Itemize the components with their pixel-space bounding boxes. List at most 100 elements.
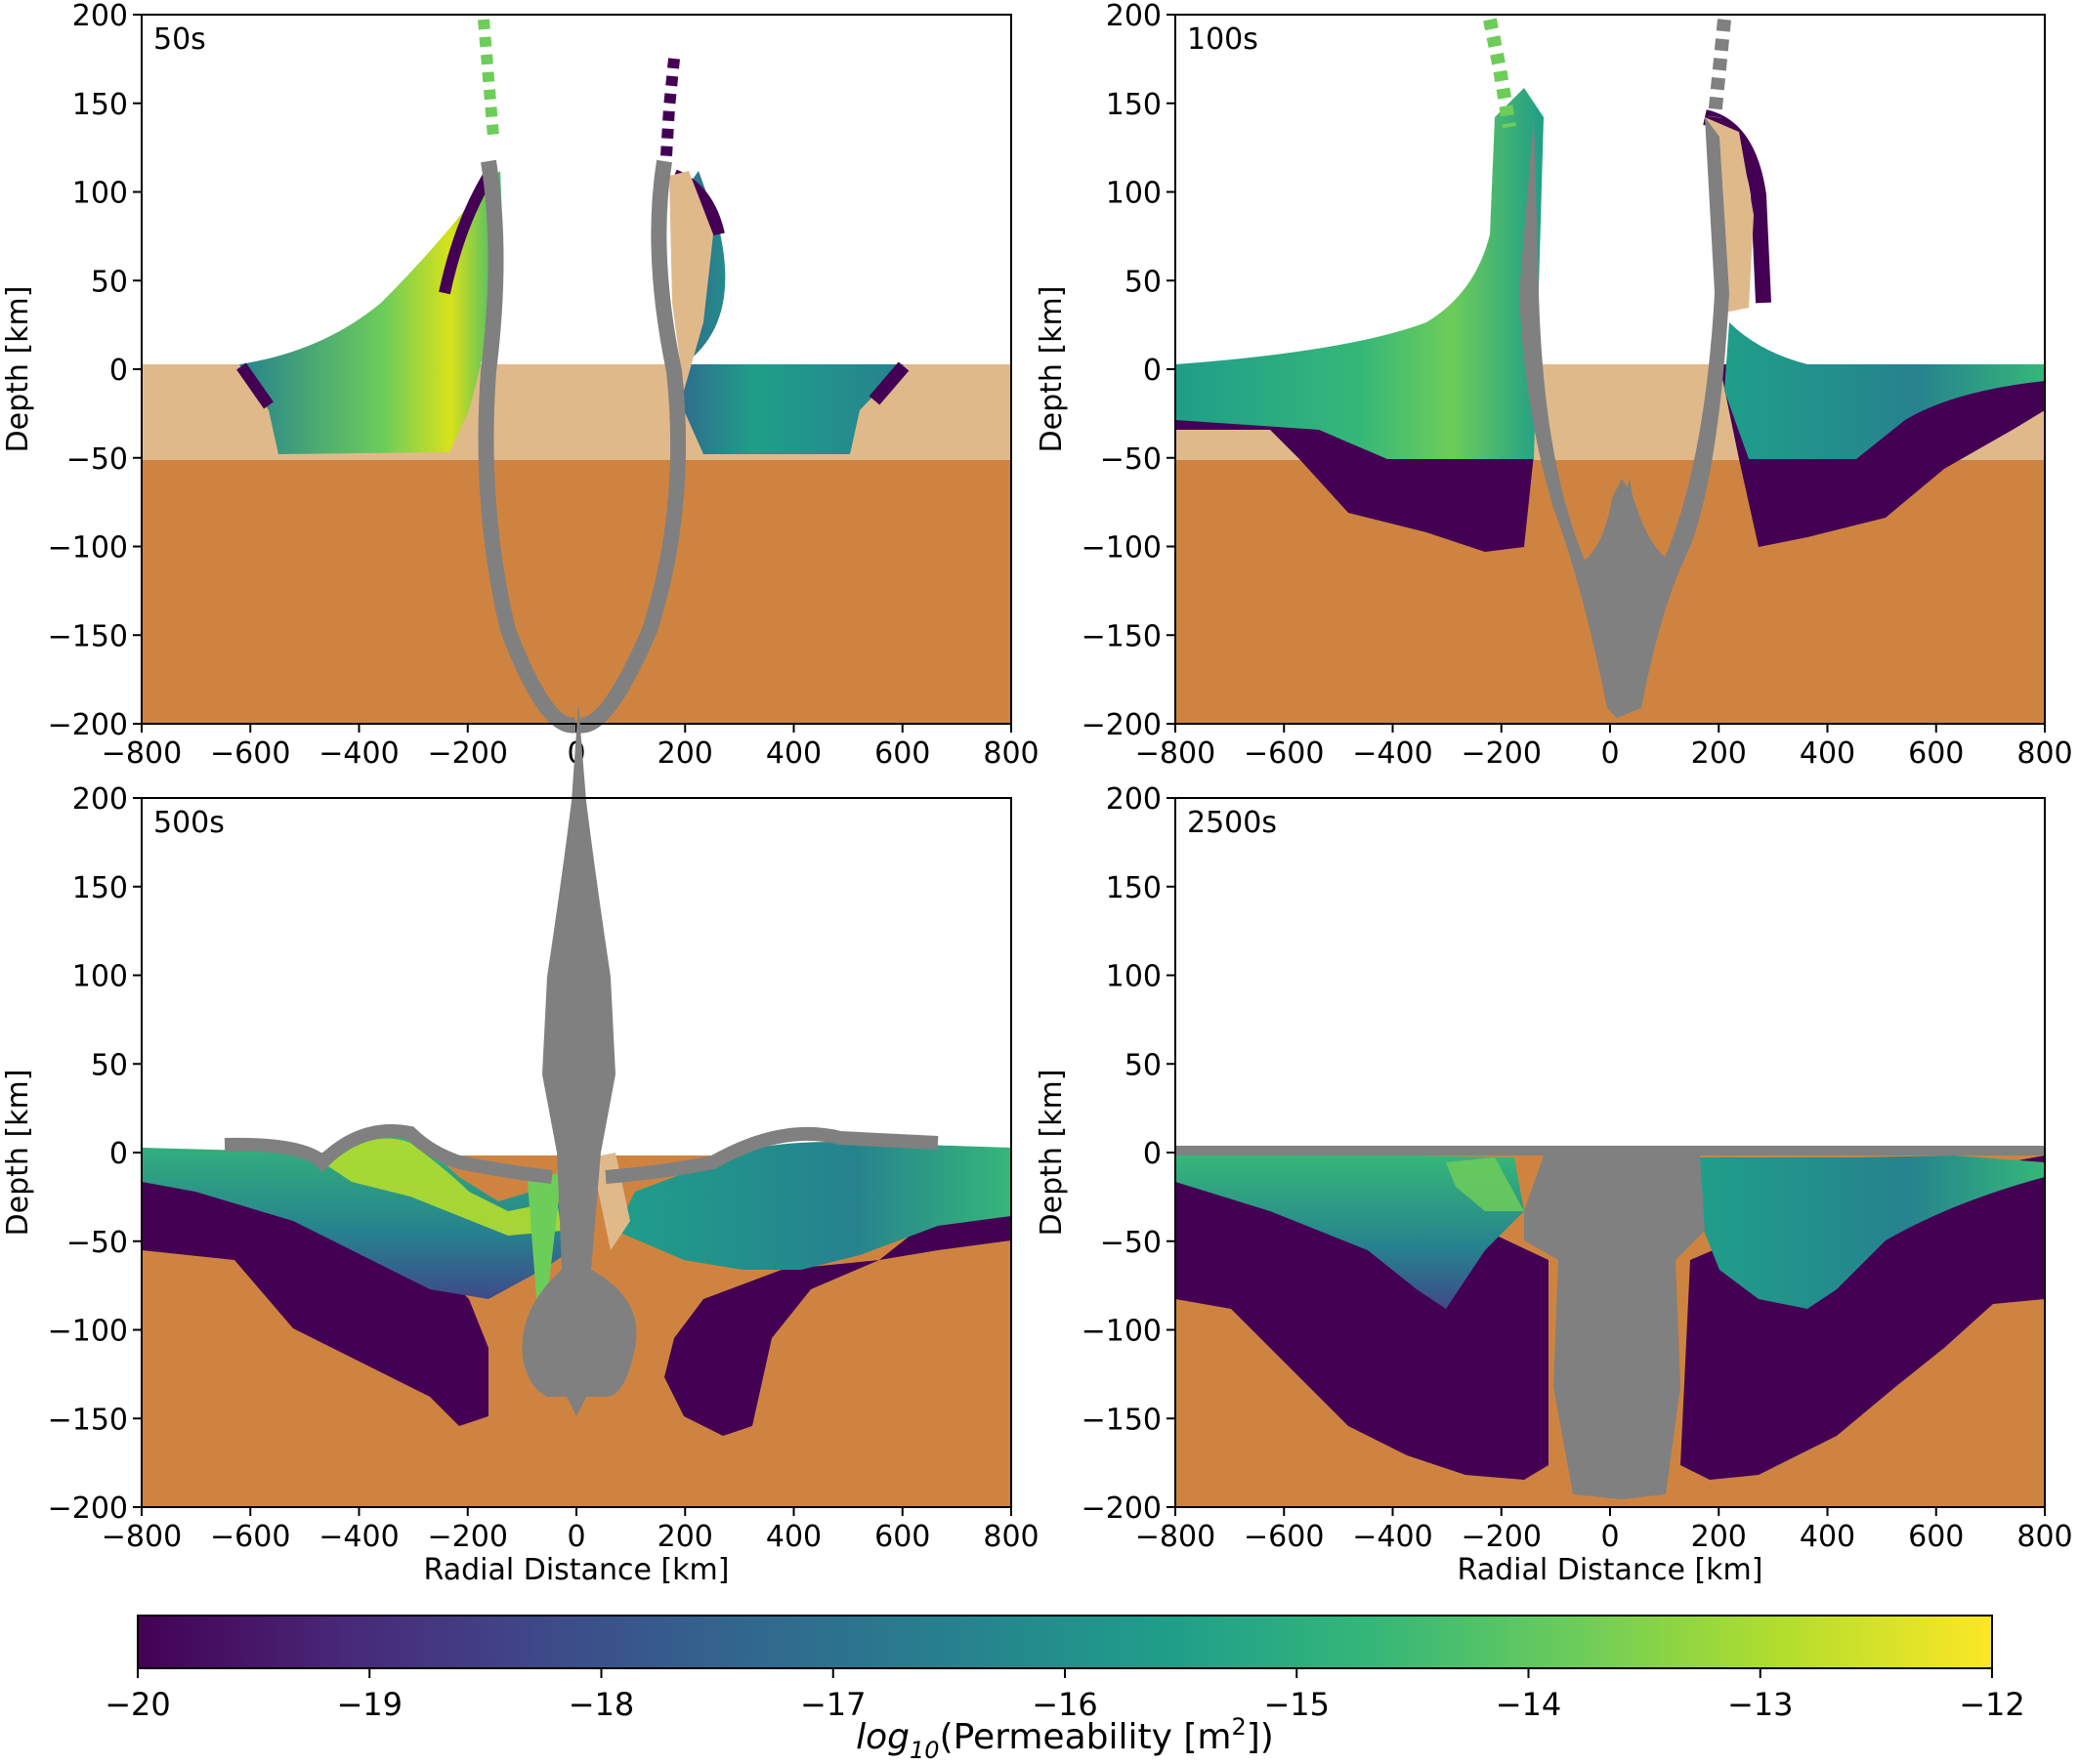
x-tick-label: −800: [1135, 736, 1215, 771]
y-tick-label: 0: [109, 354, 128, 388]
right-upper-wedge: [669, 171, 713, 391]
right-permeable-plume: [674, 171, 904, 454]
x-tick-label: 400: [766, 1520, 822, 1554]
y-tick-label: 50: [91, 1048, 128, 1082]
y-tick-label: 0: [109, 1137, 128, 1171]
x-tick-label: −400: [1352, 736, 1432, 771]
y-tick-label: 0: [1143, 354, 1162, 388]
plot-area: [1175, 18, 2045, 724]
right-plume-rim: [1702, 109, 1771, 304]
y-tick-label: −100: [48, 1315, 128, 1349]
y-tick-label: −100: [48, 531, 128, 566]
x-tick-label: −600: [210, 1520, 290, 1554]
panel-label: 500s: [153, 806, 225, 840]
colorbar-tick-label: −19: [336, 1686, 403, 1723]
x-tick-label: 600: [1908, 736, 1964, 771]
colorbar-tick-label: −15: [1263, 1686, 1330, 1723]
y-tick-label: 50: [91, 265, 128, 299]
y-tick-label: −50: [1100, 1226, 1162, 1260]
y-tick-label: 100: [1106, 960, 1162, 994]
y-tick-label: 100: [72, 960, 128, 994]
y-tick-label: 200: [72, 782, 128, 817]
x-tick-label: 600: [874, 736, 930, 771]
y-tick-label: −200: [48, 1491, 128, 1526]
x-tick-label: −600: [1244, 1520, 1324, 1554]
left-plume-rim: [236, 172, 494, 409]
plot-area: [142, 703, 1011, 1507]
x-tick-label: −600: [1244, 736, 1324, 771]
central-uplift: [522, 703, 637, 1416]
x-tick-label: 0: [567, 1520, 585, 1554]
colorbar-tick-label: −18: [569, 1686, 635, 1723]
cavity-floor-peak: [1573, 479, 1680, 586]
central-uplift: [1524, 1155, 1705, 1499]
y-tick-label: 50: [1124, 265, 1162, 299]
colorbar-tick-label: −16: [1032, 1686, 1098, 1723]
colorbar-tick-label: −17: [800, 1686, 867, 1723]
x-tick-label: 200: [658, 1520, 713, 1554]
x-tick-label: −800: [1135, 1520, 1215, 1554]
lower-layer: [142, 460, 1011, 724]
x-tick-label: 400: [1800, 736, 1855, 771]
y-tick-label: 0: [1143, 1137, 1162, 1171]
y-tick-label: −150: [1082, 619, 1162, 653]
x-tick-label: −800: [102, 1520, 182, 1554]
panel-label: 50s: [153, 22, 206, 57]
y-tick-label: −200: [1082, 1491, 1162, 1526]
x-axis-label: Radial Distance [km]: [424, 1553, 730, 1587]
x-tick-label: −200: [428, 736, 508, 771]
panel-50s: −800 −600 −400 −200 0 200 400 600 800 200 150 100 50…: [1, 0, 1040, 771]
x-tick-label: −400: [318, 736, 399, 771]
y-tick-label: 50: [1124, 1048, 1162, 1082]
y-tick-label: 200: [72, 0, 128, 33]
y-tick-label: −50: [66, 1226, 128, 1260]
y-tick-label: 150: [72, 88, 128, 122]
y-axis-label: Depth [km]: [1035, 286, 1069, 453]
y-axis-label: Depth [km]: [1035, 1070, 1069, 1237]
x-tick-label: 400: [1800, 1520, 1855, 1554]
x-tick-label: −600: [210, 736, 290, 771]
panel-label: 2500s: [1187, 806, 1277, 840]
x-tick-label: 400: [766, 736, 822, 771]
impact-cavity-rim: [478, 159, 687, 734]
x-tick-label: −200: [428, 1520, 508, 1554]
x-tick-label: 800: [2016, 736, 2072, 771]
y-axis-label: Depth [km]: [1, 286, 35, 453]
colorbar-label: log10(Permeability [m2]): [856, 1713, 1274, 1760]
right-permeable-field: [615, 1142, 1011, 1270]
y-tick-label: −150: [1082, 1403, 1162, 1437]
panel-100s: −800 −600 −400 −200 0 200 400 600 800 200 150 100 50…: [1035, 0, 2073, 771]
y-tick-label: −100: [1082, 1315, 1162, 1349]
x-tick-label: 200: [658, 736, 713, 771]
plot-area: [1175, 1146, 2045, 1507]
left-permeable-plume: [1175, 88, 1544, 459]
ejecta-right: [1708, 19, 1731, 118]
y-tick-label: −200: [48, 708, 128, 742]
y-tick-label: −50: [66, 442, 128, 477]
right-permeable-field: [1700, 1155, 2045, 1309]
left-bright-plume: [322, 1138, 562, 1236]
right-permeable-plume: [1724, 322, 2045, 459]
y-tick-label: 100: [1106, 177, 1162, 211]
y-tick-label: 150: [72, 871, 128, 905]
ejecta-left: [478, 19, 499, 138]
x-tick-label: 0: [1600, 1520, 1619, 1554]
plot-area: [142, 19, 1011, 734]
left-narrow-plume: [528, 1172, 562, 1309]
colorbar-tick-label: −14: [1496, 1686, 1562, 1723]
colorbar: −20 −19 −18 −17 −16 −15 −14 −13 −12 log10(Permea…: [105, 1615, 2025, 1764]
y-tick-label: 150: [1106, 88, 1162, 122]
x-tick-label: −200: [1462, 1520, 1542, 1554]
ejecta-right: [660, 58, 680, 157]
x-tick-label: 200: [1691, 736, 1747, 771]
left-bright-plume: [1446, 1157, 1524, 1211]
panel-2500s: −800 −600 −400 −200 0 200 400 600 800 200 150 100 50…: [1035, 782, 2073, 1587]
x-tick-label: −800: [102, 736, 182, 771]
y-tick-label: −50: [1100, 442, 1162, 477]
left-permeable-plume: [239, 171, 503, 454]
colorbar-gradient: [137, 1615, 1993, 1669]
y-tick-label: −150: [48, 619, 128, 653]
colorbar-tick-label: −20: [105, 1686, 171, 1723]
panel-label: 100s: [1187, 22, 1258, 57]
